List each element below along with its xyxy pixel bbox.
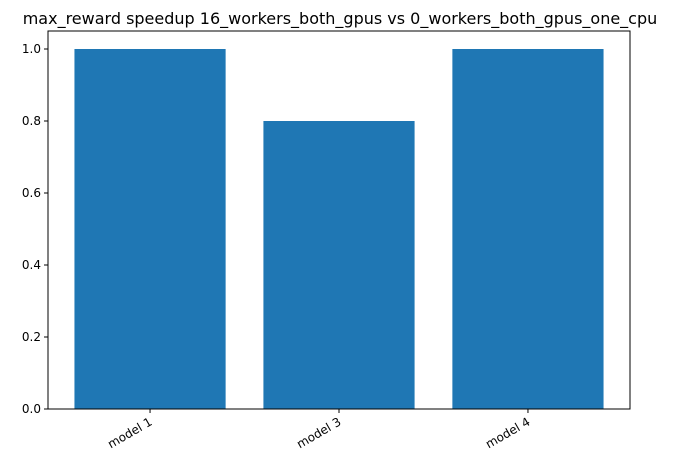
chart-title: max_reward speedup 16_workers_both_gpus … [23, 9, 658, 29]
y-tick-label: 0.2 [22, 330, 41, 344]
bar-model-3 [263, 121, 415, 409]
y-tick-label: 0.6 [22, 186, 41, 200]
x-tick-label: model 3 [294, 415, 343, 452]
y-tick-label: 0.0 [22, 402, 41, 416]
bar-model-4 [452, 49, 604, 409]
y-tick-label: 1.0 [22, 42, 41, 56]
x-tick-label: model 1 [105, 415, 154, 452]
plot-frame [47, 30, 631, 410]
y-tick-label: 0.4 [22, 258, 41, 272]
bar-model-1 [74, 49, 226, 409]
x-tick-label: model 4 [483, 415, 532, 452]
y-tick-label: 0.8 [22, 114, 41, 128]
